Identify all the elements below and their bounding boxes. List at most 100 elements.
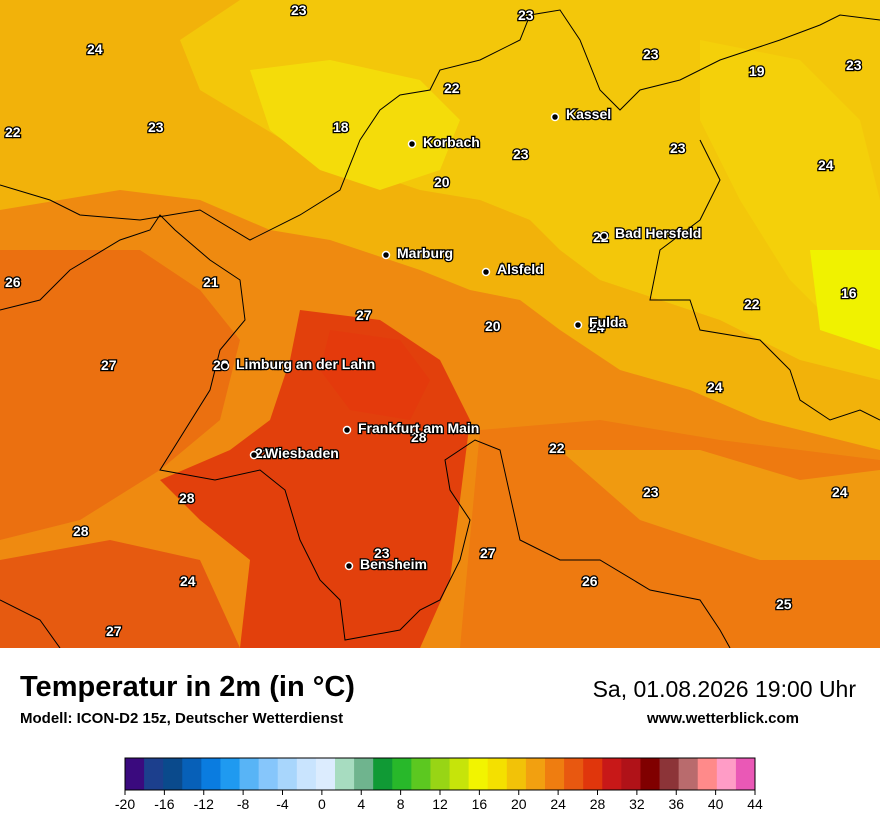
legend-swatch <box>354 758 374 790</box>
state-border-southwest <box>0 599 61 648</box>
city-dot-limburg <box>220 361 230 371</box>
city-dot-frankfurt <box>342 425 352 435</box>
temp-label: 27 <box>356 307 372 323</box>
temp-label: 25 <box>776 596 792 612</box>
temp-zone-27-sw <box>0 540 240 648</box>
city-dot-fulda <box>573 320 583 330</box>
city-label-kassel: Kassel <box>566 106 611 122</box>
temp-label: 22 <box>444 80 460 96</box>
legend-swatch <box>430 758 451 790</box>
temp-zone-26-left <box>0 250 240 540</box>
legend-colorbar: -20 -16 -12 -8 -4 0 4 8 12 16 20 24 28 32 36 40 44 <box>115 757 763 812</box>
legend-tick-label: -12 <box>194 796 214 812</box>
temp-label: 23 <box>518 7 534 23</box>
legend-swatch <box>163 758 183 790</box>
legend-swatch <box>583 758 603 790</box>
legend-swatch <box>716 758 737 790</box>
state-border <box>0 214 731 648</box>
legend-swatch <box>144 758 164 790</box>
city-label-bensheim: Bensheim <box>360 556 427 572</box>
legend-tick-label: 0 <box>318 796 326 812</box>
legend-tick-label: 12 <box>432 796 448 812</box>
website-link[interactable]: www.wetterblick.com <box>647 710 799 727</box>
map-title: Temperatur in 2m (in °C) <box>20 671 355 703</box>
legend-tick-label: 16 <box>472 796 488 812</box>
city-label-korbach: Korbach <box>423 134 480 150</box>
city-markers: Kassel Korbach Bad Hersfeld Marburg Alsf… <box>220 105 703 573</box>
city-dot-alsfeld <box>481 267 491 277</box>
city-label-frankfurt: Frankfurt am Main <box>358 420 479 436</box>
temp-label: 23 <box>670 140 686 156</box>
legend-swatch <box>487 758 508 790</box>
temp-label: 27 <box>106 623 122 639</box>
temp-label: 22 <box>255 445 271 461</box>
temp-label: 23 <box>643 484 659 500</box>
city-dot-wiesbaden <box>249 450 259 460</box>
temp-label: 28 <box>179 490 195 506</box>
temp-label: 22 <box>5 124 21 140</box>
city-label-wiesbaden: Wiesbaden <box>265 445 339 461</box>
city-label-fulda: Fulda <box>589 314 627 330</box>
temp-label: 19 <box>749 63 765 79</box>
legend-swatch <box>220 758 241 790</box>
state-border-north <box>0 9 880 241</box>
legend-swatch <box>678 758 699 790</box>
legend-tick-label: -20 <box>115 796 135 812</box>
legend-swatch <box>506 758 527 790</box>
legend-swatch <box>315 758 336 790</box>
temp-label: 23 <box>291 2 307 18</box>
city-label-bad-hersfeld: Bad Hersfeld <box>615 225 701 241</box>
temp-label: 23 <box>513 146 529 162</box>
legend-tick-label: -16 <box>154 796 174 812</box>
temperature-map: 23 23 24 22 23 18 22 23 19 23 23 24 20 2… <box>0 0 880 648</box>
city-dot-bensheim <box>344 561 354 571</box>
legend-tick-label: 20 <box>511 796 527 812</box>
temp-label: 20 <box>434 174 450 190</box>
temp-label: 22 <box>744 296 760 312</box>
model-info: Modell: ICON-D2 15z, Deutscher Wetterdie… <box>20 710 344 727</box>
city-label-limburg: Limburg an der Lahn <box>236 356 375 372</box>
color-legend: -20 -16 -12 -8 -4 0 4 8 12 16 20 24 28 32 36 40 44 <box>0 750 880 830</box>
legend-tick-label: 36 <box>668 796 684 812</box>
legend-swatch <box>373 758 393 790</box>
legend-swatch <box>697 758 718 790</box>
legend-swatch <box>201 758 221 790</box>
legend-swatch <box>392 758 412 790</box>
temp-label: 23 <box>374 545 390 561</box>
temp-label: 23 <box>148 119 164 135</box>
legend-swatch <box>182 758 202 790</box>
legend-swatch <box>125 758 145 790</box>
legend-swatch <box>659 758 680 790</box>
temp-label: 28 <box>411 429 427 445</box>
temp-label: 24 <box>589 319 605 335</box>
legend-tick-label: 8 <box>397 796 405 812</box>
city-label-alsfeld: Alsfeld <box>497 261 544 277</box>
legend-tick-label: 44 <box>747 796 763 812</box>
city-dot-kassel <box>550 112 560 122</box>
temp-label: 20 <box>485 318 501 334</box>
legend-swatch <box>239 758 260 790</box>
legend-swatch <box>735 758 756 790</box>
legend-tick-label: -8 <box>237 796 250 812</box>
temp-label: 24 <box>180 573 196 589</box>
legend-tick-label: 28 <box>590 796 606 812</box>
temp-label: 27 <box>101 357 117 373</box>
state-border-east <box>649 139 880 421</box>
forecast-datetime: Sa, 01.08.2026 19:00 Uhr <box>592 676 856 702</box>
legend-tick-label: 24 <box>550 796 566 812</box>
temp-label: 18 <box>333 119 349 135</box>
temp-label: 27 <box>480 545 496 561</box>
city-dot-bad-hersfeld <box>599 231 609 241</box>
legend-swatch <box>640 758 661 790</box>
city-dot-marburg <box>381 250 391 260</box>
legend-swatch <box>545 758 565 790</box>
legend-swatch <box>468 758 489 790</box>
legend-swatch <box>564 758 584 790</box>
legend-swatch <box>621 758 641 790</box>
temp-label: 24 <box>707 379 723 395</box>
legend-swatch <box>449 758 470 790</box>
temp-zone-27 <box>320 330 430 420</box>
temp-label: 22 <box>549 440 565 456</box>
legend-swatch <box>277 758 298 790</box>
temp-label: 24 <box>818 157 834 173</box>
